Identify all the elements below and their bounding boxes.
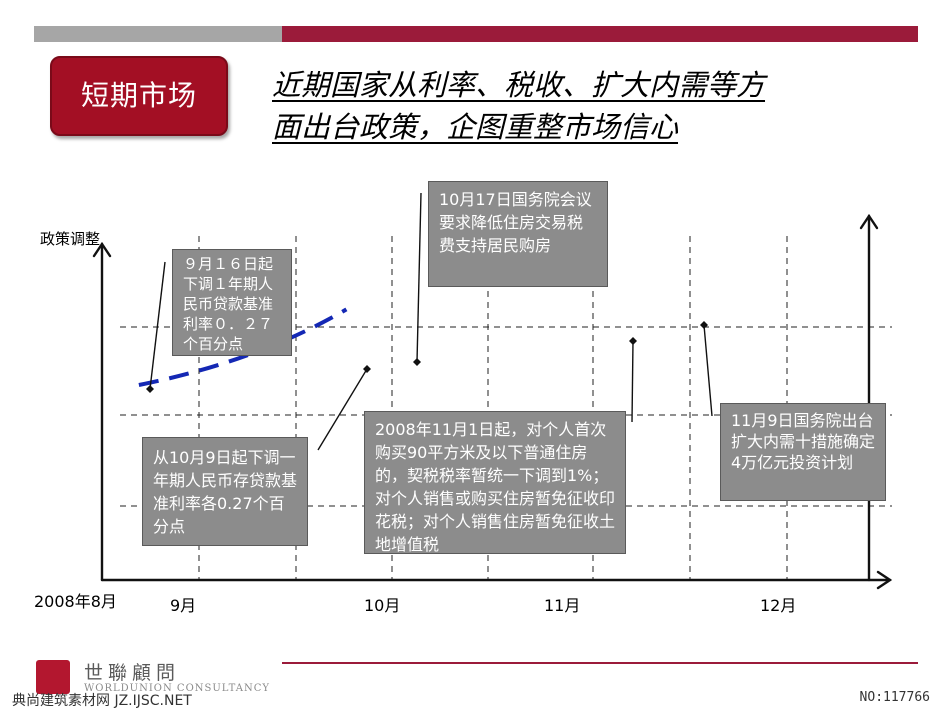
y-axis-arrow: [92, 241, 112, 258]
logo-en: WORLDUNION CONSULTANCY: [84, 683, 270, 694]
x-tick-label-oct: 10月: [364, 596, 401, 615]
chart-leaders: [146, 192, 713, 451]
x-tick-label-nov: 11月: [544, 596, 581, 615]
y-axis-label: 政策调整: [40, 230, 101, 248]
watermark-left: 典尚建筑素材网 JZ.IJSC.NET: [12, 693, 192, 709]
event-marker-1: [363, 365, 371, 373]
x-axis-arrow: [876, 570, 893, 590]
note-oct17: 10月17日国务院会议要求降低住房交易税费支持居民购房: [428, 181, 608, 287]
event-marker-0: [146, 385, 154, 393]
section-badge: 短期市场: [50, 56, 228, 136]
footer-line: [282, 662, 918, 664]
note-sep16: ９月１６日起下调１年期人民币贷款基准利率０．２７个百分点: [172, 249, 292, 356]
logo-icon: [36, 660, 70, 694]
header-bar-grey: [34, 26, 282, 42]
x-axis-origin-label: 2008年8月: [34, 592, 117, 611]
note-nov09: 11月9日国务院出台扩大内需十措施确定4万亿元投资计划: [720, 403, 886, 501]
page-headline: 近期国家从利率、税收、扩大内需等方 面出台政策，企图重整市场信心: [272, 64, 872, 148]
headline-line-2: 面出台政策，企图重整市场信心: [272, 110, 679, 144]
event-leader-3: [631, 340, 634, 423]
chart-series: [138, 307, 348, 387]
x-tick-label-dec: 12月: [760, 596, 797, 615]
event-leader-2: [416, 192, 422, 363]
policy-trend-line: [138, 307, 348, 387]
note-nov01: 2008年11月1日起，对个人首次购买90平方米及以下普通住房的，契税税率暂统一…: [364, 411, 626, 554]
event-marker-4: [700, 321, 708, 329]
x-tick-label-sep: 9月: [170, 596, 197, 615]
headline-line-1: 近期国家从利率、税收、扩大内需等方: [272, 68, 766, 102]
event-marker-2: [413, 358, 421, 366]
event-leader-4: [703, 324, 713, 417]
logo-cn: 世聯顧問: [84, 662, 181, 684]
chart-axes: [92, 213, 893, 590]
watermark-right: NO:117766: [859, 690, 930, 705]
event-leader-1: [317, 368, 368, 451]
right-axis-arrow: [859, 213, 879, 230]
note-oct09: 从10月9日起下调一年期人民币存贷款基准利率各0.27个百分点: [142, 437, 308, 546]
header-bar-red: [282, 26, 918, 42]
event-leader-0: [149, 261, 166, 390]
event-marker-3: [629, 337, 637, 345]
